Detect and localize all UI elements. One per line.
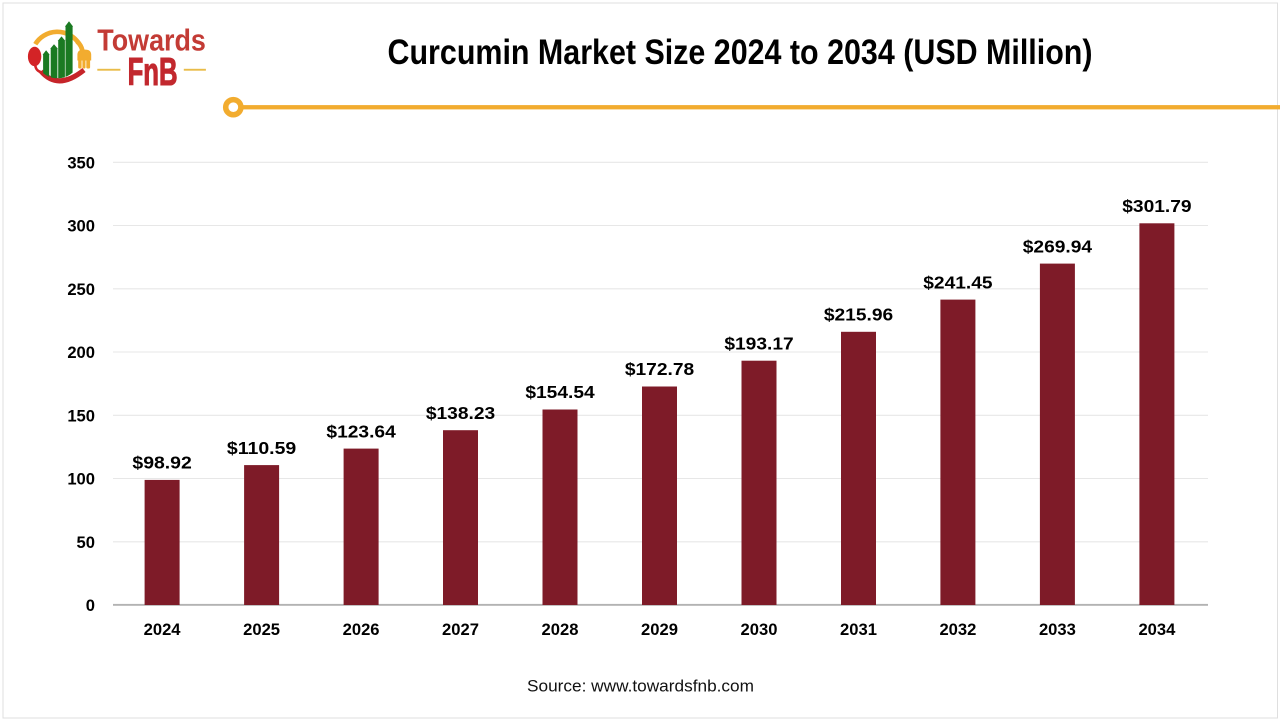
svg-text:350: 350: [67, 153, 95, 172]
svg-text:$123.64: $123.64: [326, 421, 395, 441]
svg-text:$269.94: $269.94: [1023, 236, 1092, 256]
svg-text:$110.59: $110.59: [227, 438, 296, 458]
svg-text:2024: 2024: [144, 620, 182, 639]
svg-text:$138.23: $138.23: [426, 403, 495, 423]
svg-text:2033: 2033: [1039, 620, 1076, 639]
svg-text:Source: www.towardsfnb.com: Source: www.towardsfnb.com: [527, 678, 754, 696]
svg-text:2031: 2031: [840, 620, 877, 639]
svg-text:300: 300: [67, 217, 95, 236]
svg-text:2034: 2034: [1138, 620, 1176, 639]
svg-text:$301.79: $301.79: [1122, 196, 1191, 216]
svg-text:$154.54: $154.54: [525, 382, 594, 402]
svg-text:2030: 2030: [741, 620, 778, 639]
svg-text:$241.45: $241.45: [923, 272, 992, 292]
svg-text:$193.17: $193.17: [724, 333, 793, 353]
svg-text:Curcumin Market Size 2024 to 2: Curcumin Market Size 2024 to 2034 (USD M…: [388, 33, 1093, 72]
svg-text:$215.96: $215.96: [824, 305, 893, 325]
svg-text:250: 250: [67, 280, 95, 299]
svg-text:FnB: FnB: [128, 51, 178, 94]
svg-text:200: 200: [67, 343, 95, 362]
svg-text:2026: 2026: [343, 620, 380, 639]
svg-text:Towards: Towards: [97, 23, 206, 57]
svg-text:2028: 2028: [542, 620, 579, 639]
svg-text:$172.78: $172.78: [625, 359, 694, 379]
svg-text:2029: 2029: [641, 620, 678, 639]
svg-text:$98.92: $98.92: [132, 453, 192, 473]
svg-text:0: 0: [86, 596, 95, 615]
svg-text:2032: 2032: [939, 620, 976, 639]
svg-text:100: 100: [67, 470, 95, 489]
svg-text:50: 50: [77, 533, 95, 552]
svg-text:2025: 2025: [243, 620, 280, 639]
svg-text:2027: 2027: [442, 620, 479, 639]
svg-text:150: 150: [67, 406, 95, 425]
